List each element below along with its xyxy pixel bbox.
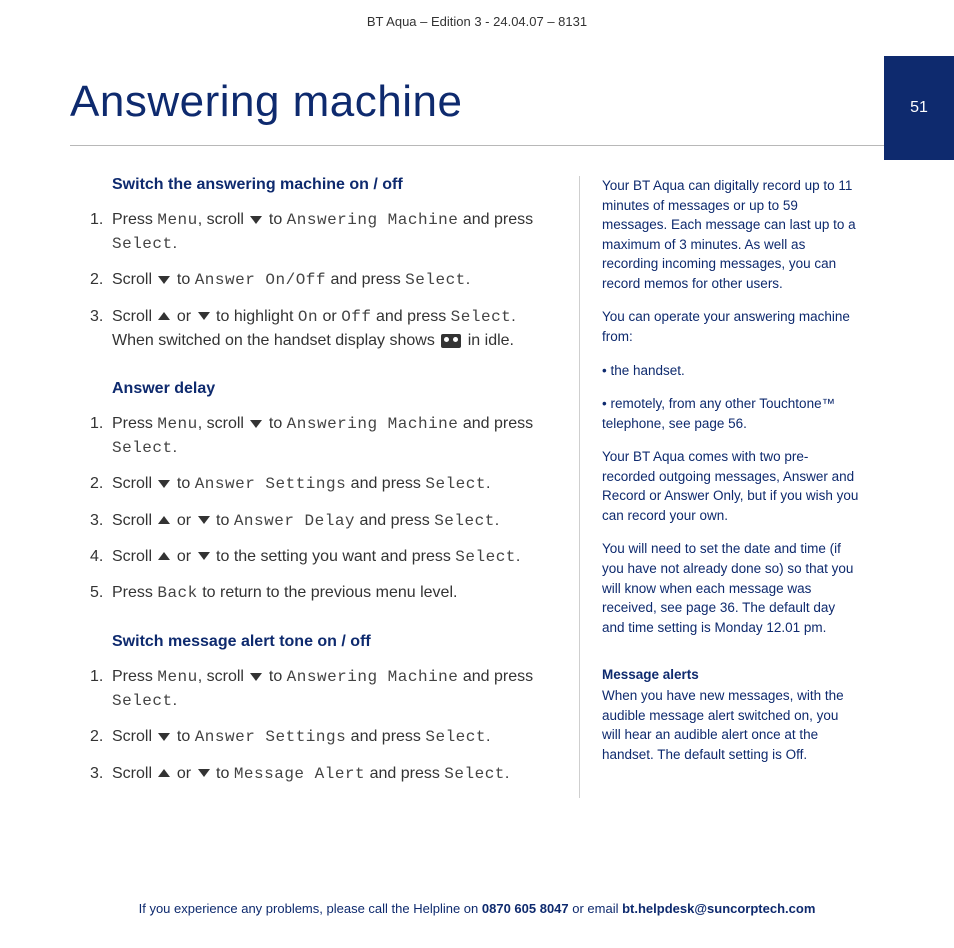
- lcd-text: Select: [405, 271, 466, 289]
- lcd-text: Select: [455, 548, 516, 566]
- step-list: Press Menu, scroll to Answering Machine …: [112, 208, 555, 352]
- step-list: Press Menu, scroll to Answering Machine …: [112, 412, 555, 605]
- helpline-footer: If you experience any problems, please c…: [0, 901, 954, 916]
- lcd-text: Select: [451, 308, 512, 326]
- triangle-up-icon: [158, 516, 170, 524]
- triangle-up-icon: [158, 552, 170, 560]
- footer-pre: If you experience any problems, please c…: [139, 901, 482, 916]
- step-item: Press Menu, scroll to Answering Machine …: [90, 208, 555, 256]
- page-title: Answering machine: [70, 77, 884, 146]
- lcd-text: Message Alert: [234, 765, 365, 783]
- two-column-layout: Switch the answering machine on / off Pre…: [70, 176, 884, 798]
- main-column: Switch the answering machine on / off Pre…: [70, 176, 580, 798]
- lcd-text: Answering Machine: [287, 211, 459, 229]
- section-heading: Switch message alert tone on / off: [112, 633, 555, 651]
- footer-email: bt.helpdesk@suncorptech.com: [622, 901, 815, 916]
- lcd-text: Select: [112, 439, 173, 457]
- lcd-text: Answer Settings: [195, 475, 347, 493]
- lcd-text: Select: [425, 475, 486, 493]
- step-item: Scroll or to the setting you want and pr…: [90, 545, 555, 569]
- sidebar-paragraph: You can operate your answering machine f…: [602, 307, 860, 346]
- step-item: Scroll or to highlight On or Off and pre…: [90, 305, 555, 352]
- triangle-down-icon: [158, 480, 170, 488]
- lcd-text: Answering Machine: [287, 668, 459, 686]
- triangle-down-icon: [250, 216, 262, 224]
- lcd-text: Select: [112, 692, 173, 710]
- triangle-down-icon: [158, 733, 170, 741]
- step-item: Press Back to return to the previous men…: [90, 581, 555, 605]
- sidebar-paragraph: You will need to set the date and time (…: [602, 539, 860, 637]
- triangle-down-icon: [198, 769, 210, 777]
- step-item: Scroll to Answer Settings and press Sele…: [90, 472, 555, 496]
- lcd-text: Off: [341, 308, 371, 326]
- lcd-text: Select: [112, 235, 173, 253]
- sidebar-paragraph: Your BT Aqua comes with two pre-recorded…: [602, 447, 860, 525]
- step-item: Scroll or to Message Alert and press Sel…: [90, 762, 555, 786]
- sidebar-subheading: Message alerts: [602, 667, 860, 682]
- lcd-text: Back: [157, 584, 197, 602]
- step-item: Scroll to Answer On/Off and press Select…: [90, 268, 555, 292]
- triangle-up-icon: [158, 312, 170, 320]
- page-number-tab: 51: [884, 56, 954, 160]
- step-item: Scroll to Answer Settings and press Sele…: [90, 725, 555, 749]
- sidebar-paragraph: When you have new messages, with the aud…: [602, 686, 860, 764]
- lcd-text: On: [298, 308, 318, 326]
- triangle-down-icon: [250, 420, 262, 428]
- lcd-text: Menu: [157, 415, 197, 433]
- lcd-text: Answering Machine: [287, 415, 459, 433]
- step-list: Press Menu, scroll to Answering Machine …: [112, 665, 555, 786]
- triangle-down-icon: [158, 276, 170, 284]
- triangle-down-icon: [250, 673, 262, 681]
- sidebar-paragraph: Your BT Aqua can digitally record up to …: [602, 176, 860, 293]
- tape-icon: [441, 334, 461, 348]
- lcd-text: Select: [425, 728, 486, 746]
- lcd-text: Select: [434, 512, 495, 530]
- section-heading: Answer delay: [112, 380, 555, 398]
- sidebar-paragraph: • the handset.: [602, 361, 860, 381]
- lcd-text: Select: [444, 765, 505, 783]
- triangle-down-icon: [198, 312, 210, 320]
- triangle-down-icon: [198, 516, 210, 524]
- step-item: Scroll or to Answer Delay and press Sele…: [90, 509, 555, 533]
- footer-phone: 0870 605 8047: [482, 901, 569, 916]
- lcd-text: Menu: [157, 211, 197, 229]
- step-item: Press Menu, scroll to Answering Machine …: [90, 665, 555, 713]
- lcd-text: Menu: [157, 668, 197, 686]
- footer-mid: or email: [569, 901, 622, 916]
- triangle-up-icon: [158, 769, 170, 777]
- lcd-text: Answer Settings: [195, 728, 347, 746]
- lcd-text: Answer On/Off: [195, 271, 326, 289]
- sidebar-column: Your BT Aqua can digitally record up to …: [580, 176, 860, 798]
- lcd-text: Answer Delay: [234, 512, 355, 530]
- step-item: Press Menu, scroll to Answering Machine …: [90, 412, 555, 460]
- document-header: BT Aqua – Edition 3 - 24.04.07 – 8131: [0, 0, 954, 29]
- triangle-down-icon: [198, 552, 210, 560]
- page-content: Answering machine Switch the answering m…: [0, 77, 954, 798]
- sidebar-paragraph: • remotely, from any other Touchtone™ te…: [602, 394, 860, 433]
- section-heading: Switch the answering machine on / off: [112, 176, 555, 194]
